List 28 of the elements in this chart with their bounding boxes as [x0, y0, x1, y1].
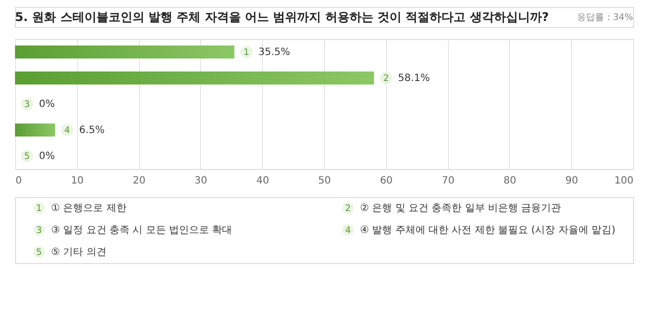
- data-label: 0%: [39, 151, 55, 162]
- data-label: 6.5%: [79, 125, 105, 136]
- category-label: 1: [36, 204, 42, 214]
- x-tick-label: 50: [318, 176, 331, 186]
- category-label: 3: [36, 226, 42, 236]
- x-tick-label: 20: [132, 176, 146, 186]
- x-tick-label: 0: [16, 176, 22, 186]
- text: ⑤ 기타 의견: [51, 247, 106, 258]
- text: ② 은행 및 요건 충족한 일부 비은행 금융기관: [360, 203, 562, 214]
- x-tick-label: 80: [504, 176, 516, 186]
- chart-title: 5. 원화 스테이블코인의 발행 주체 자격을 어느 범위까지 허용하는 것이 적절하다고 생각하십니까?: [15, 10, 549, 24]
- chart-subtitle: 응답률 : 34%: [577, 13, 634, 23]
- text: ① 은행으로 제한: [51, 203, 126, 214]
- data-label: 58.1%: [398, 73, 430, 84]
- text: ③ 일정 요건 충족 시 모든 법인으로 확대: [51, 225, 232, 236]
- category-label: 4: [345, 226, 351, 236]
- data-label: 35.5%: [258, 47, 290, 58]
- x-tick-label: 40: [256, 176, 270, 186]
- x-tick-label: 60: [380, 176, 393, 186]
- text: ④ 발행 주체에 대한 사전 제한 불필요 (시장 자율에 맡김): [360, 225, 616, 236]
- x-tick-label: 90: [565, 176, 578, 186]
- x-tick-label: 70: [442, 176, 454, 186]
- category-label: 5: [36, 248, 42, 258]
- category-label: 2: [345, 204, 351, 214]
- x-tick-label: 100: [614, 176, 634, 186]
- x-tick-label: 10: [70, 176, 84, 186]
- data-label: 0%: [39, 99, 55, 110]
- x-tick-label: 30: [194, 176, 208, 186]
